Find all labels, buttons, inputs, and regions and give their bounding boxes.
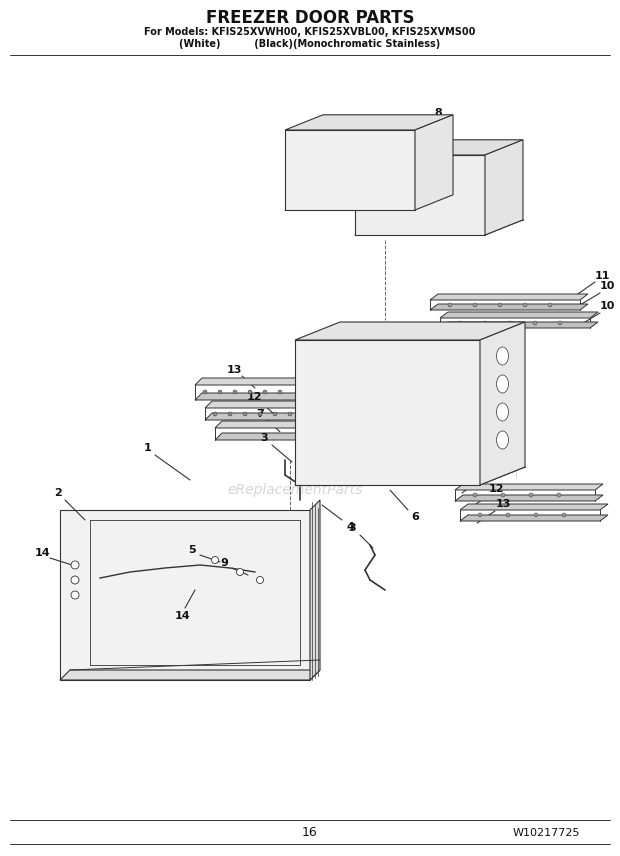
Polygon shape [415,115,453,210]
Circle shape [478,513,482,517]
Polygon shape [285,130,415,210]
Circle shape [557,493,561,497]
Circle shape [501,493,505,497]
Circle shape [248,390,252,394]
Polygon shape [440,322,598,328]
Circle shape [483,321,487,325]
Circle shape [228,412,232,416]
Text: 3: 3 [260,433,268,443]
Text: 1: 1 [144,443,152,453]
Circle shape [558,321,562,325]
Text: 5: 5 [188,545,196,555]
Text: 10: 10 [600,281,614,291]
Text: (White)          (Black)(Monochromatic Stainless): (White) (Black)(Monochromatic Stainless) [179,39,441,49]
Text: 12: 12 [489,484,503,494]
Text: 4: 4 [346,522,354,532]
Circle shape [533,321,537,325]
Text: For Models: KFIS25XVWH00, KFIS25XVBL00, KFIS25XVMS00: For Models: KFIS25XVWH00, KFIS25XVBL00, … [144,27,476,37]
Circle shape [278,390,282,394]
Text: 10: 10 [600,301,614,311]
Circle shape [203,390,207,394]
Circle shape [473,303,477,307]
Polygon shape [195,378,302,385]
Circle shape [288,412,292,416]
Circle shape [218,390,222,394]
Text: 9: 9 [220,558,228,568]
Text: 11: 11 [594,271,609,281]
Polygon shape [295,340,480,485]
Ellipse shape [497,431,508,449]
Polygon shape [215,433,322,440]
Polygon shape [295,322,525,340]
Text: 6: 6 [411,512,419,522]
Circle shape [448,303,452,307]
Text: 13: 13 [226,365,242,375]
Text: 7: 7 [482,469,490,479]
Polygon shape [455,495,603,501]
Circle shape [506,513,510,517]
Circle shape [257,576,264,584]
Circle shape [523,303,527,307]
Polygon shape [60,670,320,680]
Polygon shape [460,515,608,521]
Text: FREEZER DOOR PARTS: FREEZER DOOR PARTS [206,9,414,27]
Text: 2: 2 [54,488,62,498]
Circle shape [548,303,552,307]
Polygon shape [205,401,312,408]
Polygon shape [355,140,523,155]
Text: eReplacementParts: eReplacementParts [228,483,363,497]
Polygon shape [455,484,603,490]
Text: W10217725: W10217725 [513,828,580,838]
Polygon shape [195,393,302,400]
Circle shape [233,390,237,394]
Polygon shape [215,421,322,428]
Polygon shape [480,322,525,485]
Polygon shape [460,504,608,510]
Ellipse shape [497,403,508,421]
Polygon shape [430,294,588,300]
Polygon shape [285,115,453,130]
Text: 14: 14 [174,611,190,621]
Ellipse shape [497,347,508,365]
Circle shape [243,412,247,416]
Circle shape [71,591,79,599]
Circle shape [71,561,79,569]
Polygon shape [440,312,598,318]
Circle shape [263,390,267,394]
Polygon shape [430,304,588,310]
Circle shape [508,321,512,325]
Circle shape [211,556,218,563]
Circle shape [458,321,462,325]
Text: 8: 8 [434,108,442,118]
Circle shape [236,568,244,575]
Circle shape [562,513,566,517]
Circle shape [71,576,79,584]
Ellipse shape [497,375,508,393]
Text: 14: 14 [34,548,50,558]
Polygon shape [205,413,312,420]
Text: 7: 7 [256,409,264,419]
Polygon shape [60,510,310,680]
Circle shape [534,513,538,517]
Polygon shape [485,140,523,235]
Text: 16: 16 [302,827,318,840]
Circle shape [258,412,262,416]
Polygon shape [310,500,320,680]
Circle shape [498,303,502,307]
Text: 3: 3 [348,523,356,533]
Circle shape [273,412,277,416]
Circle shape [213,412,217,416]
Circle shape [529,493,533,497]
Text: 12: 12 [246,392,262,402]
Text: 13: 13 [495,499,511,509]
Polygon shape [355,155,485,235]
Circle shape [473,493,477,497]
